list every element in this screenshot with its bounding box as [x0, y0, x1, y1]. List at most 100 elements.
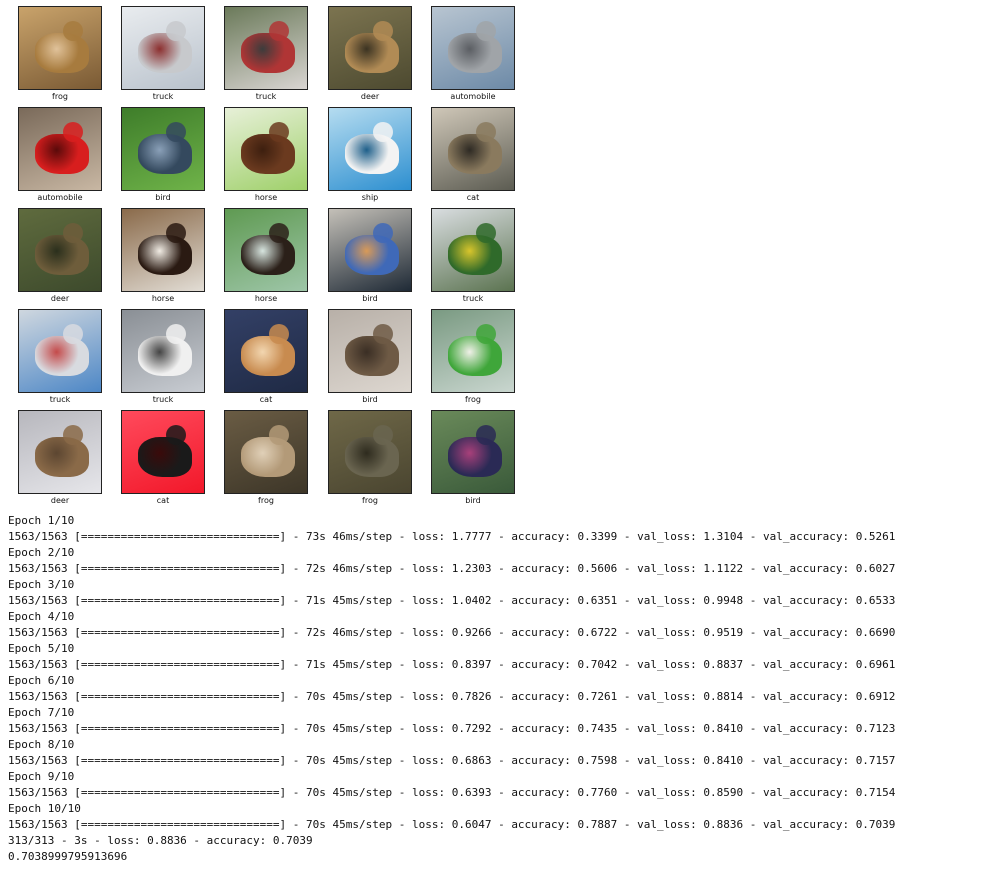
image-thumbnail [121, 410, 205, 494]
image-detail-shape [269, 21, 289, 41]
log-line: 1563/1563 [=============================… [8, 626, 896, 639]
image-label: deer [50, 496, 70, 505]
image-thumbnail [121, 208, 205, 292]
image-thumbnail [121, 6, 205, 90]
image-subject-shape [35, 134, 89, 174]
image-detail-shape [373, 21, 393, 41]
image-grid-figure: frog truck truck deer automobile automobile bi… [0, 0, 540, 512]
image-cell: automobile [429, 6, 533, 108]
image-thumbnail [431, 410, 515, 494]
log-line: 1563/1563 [=============================… [8, 722, 896, 735]
image-subject-shape [448, 235, 502, 275]
image-thumbnail [121, 309, 205, 393]
image-cell: truck [119, 309, 223, 411]
image-thumbnail [121, 107, 205, 191]
image-cell: horse [119, 208, 223, 310]
image-cell: truck [222, 6, 326, 108]
image-cell: horse [222, 208, 326, 310]
image-cell: deer [16, 208, 120, 310]
image-subject-shape [448, 33, 502, 73]
image-subject-shape [448, 134, 502, 174]
image-label: automobile [37, 193, 83, 202]
image-subject-shape [35, 437, 89, 477]
image-detail-shape [166, 21, 186, 41]
image-label: bird [362, 395, 378, 404]
image-cell: horse [222, 107, 326, 209]
image-detail-shape [269, 324, 289, 344]
image-thumbnail [18, 410, 102, 494]
image-subject-shape [345, 437, 399, 477]
image-thumbnail [18, 309, 102, 393]
image-subject-shape [241, 437, 295, 477]
image-subject-shape [448, 437, 502, 477]
image-subject-shape [35, 33, 89, 73]
image-label: cat [259, 395, 273, 404]
image-thumbnail [328, 410, 412, 494]
image-cell: truck [119, 6, 223, 108]
image-subject-shape [138, 134, 192, 174]
epoch-header-line: Epoch 8/10 [8, 738, 75, 751]
image-subject-shape [35, 235, 89, 275]
image-cell: cat [119, 410, 223, 512]
image-label: bird [362, 294, 378, 303]
image-subject-shape [241, 33, 295, 73]
image-cell: deer [16, 410, 120, 512]
image-label: deer [360, 92, 380, 101]
image-detail-shape [63, 425, 83, 445]
image-detail-shape [63, 21, 83, 41]
image-detail-shape [63, 324, 83, 344]
image-label: horse [254, 193, 278, 202]
image-thumbnail [224, 6, 308, 90]
image-subject-shape [35, 336, 89, 376]
training-output-log: Epoch 1/10 1563/1563 [===================… [8, 513, 895, 865]
log-line: 1563/1563 [=============================… [8, 786, 896, 799]
log-line: 1563/1563 [=============================… [8, 690, 896, 703]
image-label: horse [151, 294, 175, 303]
image-subject-shape [138, 235, 192, 275]
image-subject-shape [345, 235, 399, 275]
image-detail-shape [166, 122, 186, 142]
log-line: 1563/1563 [=============================… [8, 594, 896, 607]
image-detail-shape [269, 425, 289, 445]
log-line: 0.7038999795913696 [8, 850, 128, 863]
epoch-header-line: Epoch 6/10 [8, 674, 75, 687]
image-label: ship [361, 193, 379, 202]
image-label: truck [462, 294, 484, 303]
image-detail-shape [166, 223, 186, 243]
image-cell: bird [119, 107, 223, 209]
epoch-header-line: Epoch 10/10 [8, 802, 81, 815]
image-subject-shape [345, 336, 399, 376]
image-detail-shape [269, 122, 289, 142]
epoch-header-line: Epoch 7/10 [8, 706, 75, 719]
image-detail-shape [476, 223, 496, 243]
image-thumbnail [18, 208, 102, 292]
image-thumbnail [224, 208, 308, 292]
image-subject-shape [138, 437, 192, 477]
image-thumbnail [431, 107, 515, 191]
log-line: 1563/1563 [=============================… [8, 754, 896, 767]
image-detail-shape [63, 122, 83, 142]
image-cell: bird [326, 208, 430, 310]
log-line: 1563/1563 [=============================… [8, 562, 896, 575]
image-label: cat [466, 193, 480, 202]
image-label: frog [52, 92, 68, 101]
image-thumbnail [431, 208, 515, 292]
image-thumbnail [328, 208, 412, 292]
log-line: 1563/1563 [=============================… [8, 818, 896, 831]
image-subject-shape [448, 336, 502, 376]
epoch-header-line: Epoch 2/10 [8, 546, 75, 559]
image-cell: deer [326, 6, 430, 108]
image-detail-shape [373, 223, 393, 243]
epoch-header-line: Epoch 1/10 [8, 514, 75, 527]
image-label: truck [152, 92, 174, 101]
image-label: frog [465, 395, 481, 404]
image-thumbnail [431, 309, 515, 393]
image-detail-shape [269, 223, 289, 243]
image-label: truck [49, 395, 71, 404]
image-cell: truck [16, 309, 120, 411]
image-cell: bird [326, 309, 430, 411]
image-label: frog [258, 496, 274, 505]
image-thumbnail [328, 309, 412, 393]
image-thumbnail [18, 107, 102, 191]
image-label: truck [255, 92, 277, 101]
